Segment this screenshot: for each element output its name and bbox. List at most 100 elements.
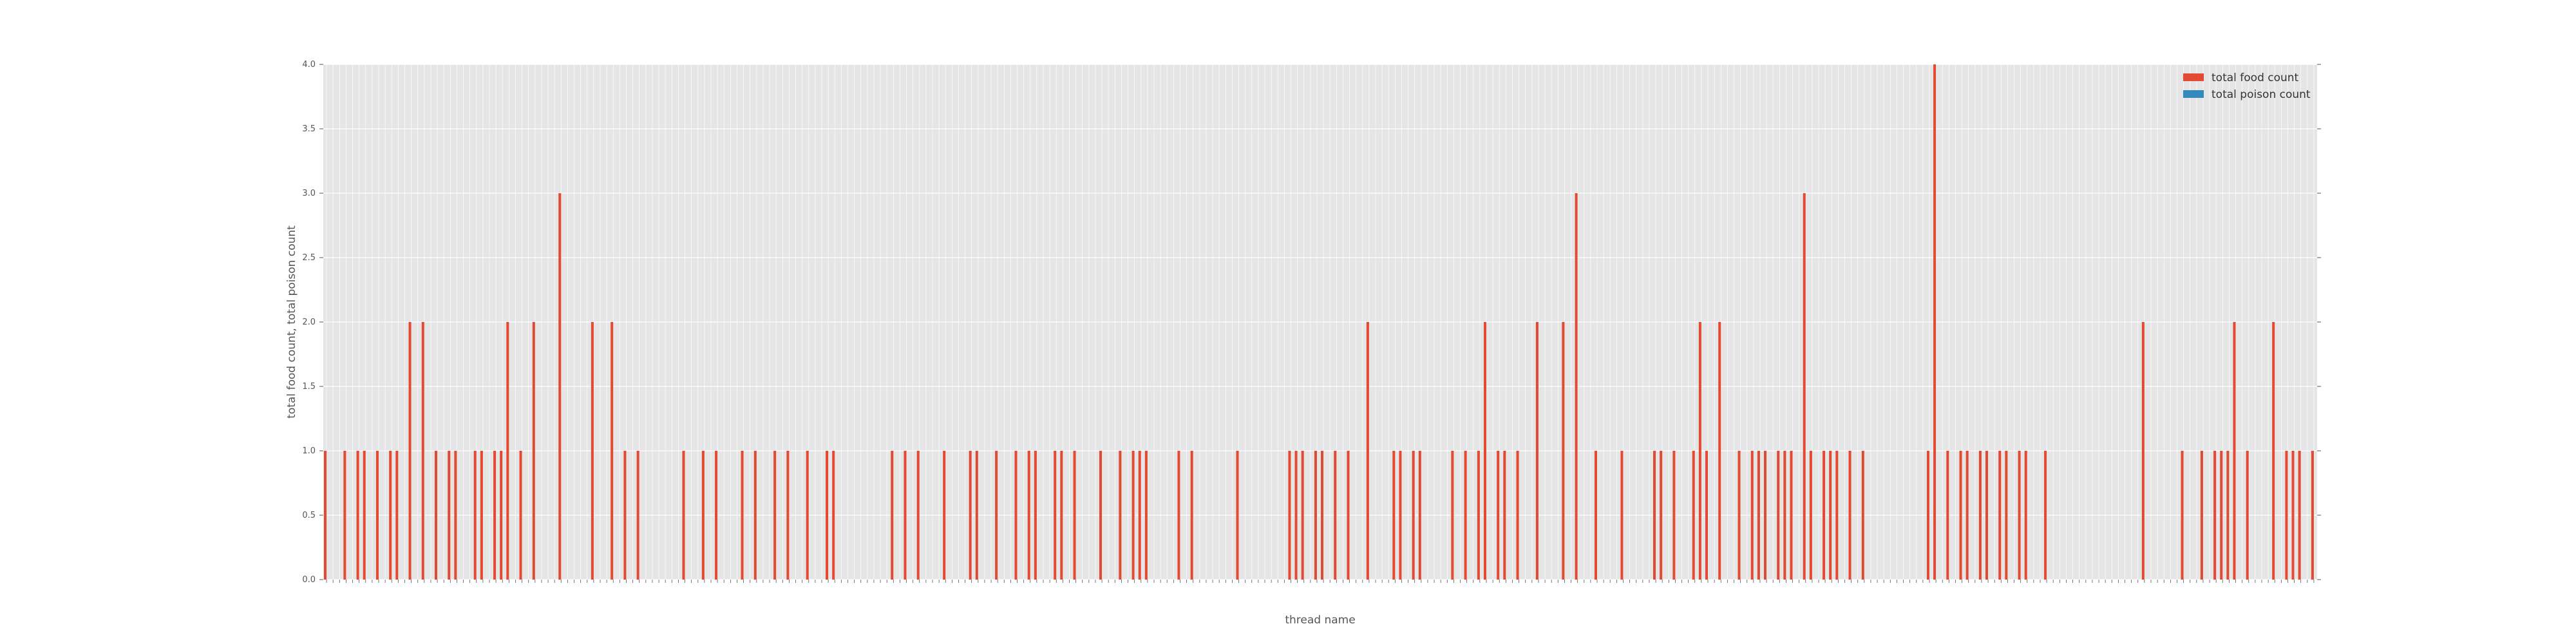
bar: [2311, 451, 2314, 580]
bar: [532, 322, 535, 580]
bar: [2220, 451, 2223, 580]
bar: [2005, 451, 2008, 580]
bar: [1464, 451, 1467, 580]
bar: [701, 451, 705, 580]
bar: [1314, 451, 1317, 580]
bar: [1392, 451, 1396, 580]
bar: [1535, 322, 1539, 580]
bar: [636, 451, 639, 580]
bar: [389, 451, 392, 580]
bar: [1933, 64, 1937, 580]
bar: [1672, 451, 1676, 580]
bar: [891, 451, 894, 580]
y-tick-label: 3.0: [302, 189, 316, 198]
bar: [1347, 451, 1350, 580]
bar: [623, 451, 627, 580]
bar: [1060, 451, 1063, 580]
bar: [1119, 451, 1122, 580]
bar: [1692, 451, 1695, 580]
bar: [2246, 451, 2249, 580]
y-tick-label: 2.0: [302, 317, 316, 327]
bar: [1412, 451, 1415, 580]
bar: [2233, 322, 2236, 580]
bar: [1790, 451, 1793, 580]
bar: [916, 451, 920, 580]
bar: [408, 322, 412, 580]
bar: [1718, 322, 1721, 580]
bar: [2024, 451, 2027, 580]
bar: [826, 451, 829, 580]
bar: [1698, 322, 1701, 580]
y-tick-label: 1.5: [302, 382, 316, 392]
bar: [2181, 451, 2184, 580]
bar: [1809, 451, 1812, 580]
bar: [519, 451, 522, 580]
bar: [1738, 451, 1741, 580]
x-axis-ticks: [326, 580, 2315, 583]
bar: [1998, 451, 2002, 580]
bar: [1848, 451, 1852, 580]
bar: [1835, 451, 1839, 580]
bar: [1334, 451, 1337, 580]
legend: total food count total poison count: [2183, 71, 2311, 101]
bar: [975, 451, 978, 580]
bar: [1764, 451, 1767, 580]
y-tick-label: 3.5: [302, 124, 316, 134]
y-tick-label: 2.5: [302, 253, 316, 263]
bar: [1562, 322, 1565, 580]
bar: [493, 451, 497, 580]
bar: [448, 451, 451, 580]
bar: [1034, 451, 1037, 580]
bar: [832, 451, 835, 580]
y-tick-label: 0.0: [302, 575, 316, 585]
bar: [1099, 451, 1103, 580]
bar: [2272, 322, 2275, 580]
bar: [1483, 322, 1486, 580]
bar: [1503, 451, 1506, 580]
bar: [1803, 193, 1806, 580]
y-tick-label: 1.0: [302, 446, 316, 456]
bar: [773, 451, 777, 580]
bar: [682, 451, 685, 580]
bar: [1014, 451, 1018, 580]
bar: [1190, 451, 1193, 580]
bar: [1497, 451, 1500, 580]
bar: [969, 451, 972, 580]
bar: [1138, 451, 1141, 580]
bar: [2291, 451, 2295, 580]
bar: [2298, 451, 2301, 580]
bar: [611, 322, 614, 580]
bar: [1301, 451, 1304, 580]
bar: [435, 451, 438, 580]
y-axis-title: total food count, total poison count: [285, 225, 298, 419]
bar: [715, 451, 718, 580]
bar: [473, 451, 477, 580]
bar: [1575, 193, 1578, 580]
bar: [741, 451, 744, 580]
bar: [1965, 451, 1969, 580]
legend-label-food: total food count: [2211, 71, 2299, 84]
bar: [1073, 451, 1076, 580]
bar: [1783, 451, 1786, 580]
bar: [1946, 451, 1949, 580]
bar: [1451, 451, 1454, 580]
bar: [2141, 322, 2145, 580]
bar: [1236, 451, 1239, 580]
bar: [1653, 451, 1656, 580]
bar: [1177, 451, 1180, 580]
bar: [1516, 451, 1519, 580]
bars: [324, 64, 2314, 580]
bar: [1829, 451, 1832, 580]
bar: [1054, 451, 1057, 580]
bar: [1132, 451, 1135, 580]
bar: [2044, 451, 2047, 580]
bar: [1144, 451, 1148, 580]
bar: [421, 322, 424, 580]
y-tick-label: 4.0: [302, 60, 316, 70]
bar: [1978, 451, 1982, 580]
bar: [1959, 451, 1962, 580]
bar: [1861, 451, 1864, 580]
bar: [1823, 451, 1826, 580]
bar: [1620, 451, 1624, 580]
bar: [395, 451, 399, 580]
